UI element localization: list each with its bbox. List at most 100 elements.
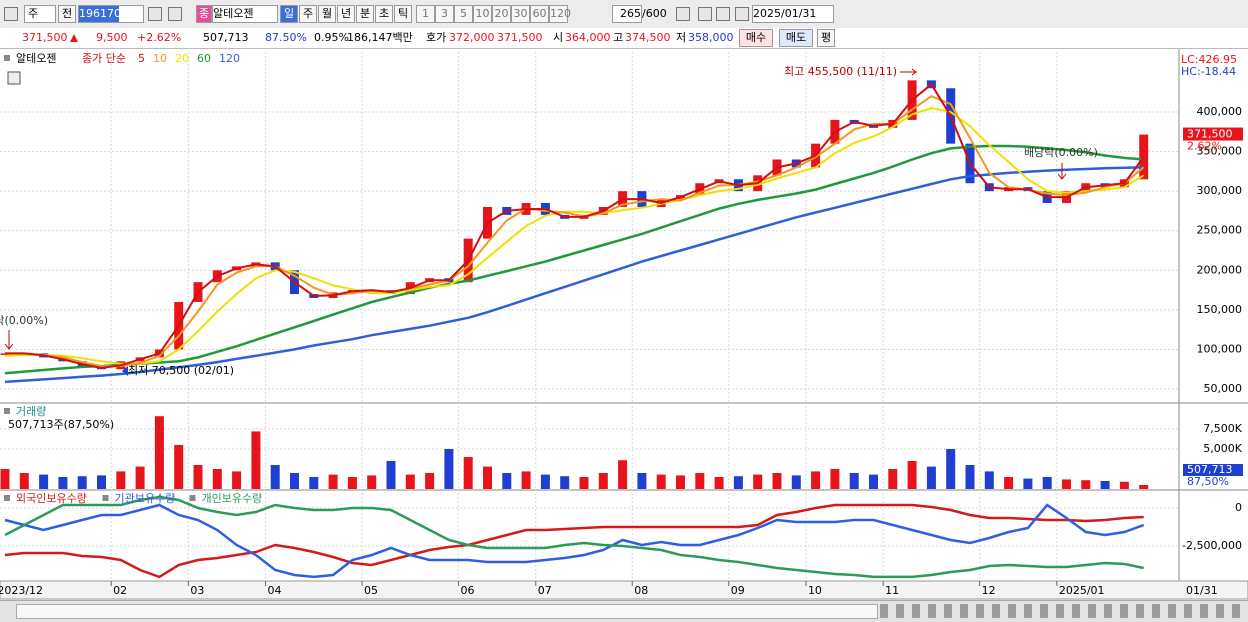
high-annotation: 최고 455,500 (11/11) bbox=[784, 65, 897, 78]
quote-volume: 507,713 bbox=[203, 31, 249, 44]
volume-bar bbox=[174, 445, 184, 489]
interval-button[interactable]: 10 bbox=[473, 5, 492, 23]
scroll-thumb[interactable] bbox=[16, 604, 878, 619]
sound-icon[interactable] bbox=[168, 7, 182, 21]
volume-bar bbox=[135, 466, 145, 489]
legend-stock-name: 알테오젠 bbox=[16, 51, 56, 65]
chart-icon[interactable] bbox=[676, 7, 690, 21]
period-button[interactable]: 일 bbox=[280, 5, 298, 23]
badge: 종 bbox=[196, 5, 212, 23]
hc-label: HC:-18.44 bbox=[1181, 65, 1236, 78]
y-tick-label: 100,000 bbox=[1197, 342, 1243, 355]
code-input[interactable]: 196170 bbox=[78, 5, 144, 23]
stock-name[interactable]: 알테오젠 bbox=[212, 5, 278, 23]
volume-bar bbox=[444, 449, 454, 489]
volume-bar bbox=[733, 476, 743, 489]
x-tick-label: 12 bbox=[982, 584, 996, 597]
interval-button[interactable]: 120 bbox=[549, 5, 571, 23]
volume-bar bbox=[463, 457, 473, 489]
period-button[interactable]: 주 bbox=[299, 5, 317, 23]
moving-average-line bbox=[5, 82, 1145, 370]
volume-bar bbox=[579, 477, 589, 489]
period-button[interactable]: 초 bbox=[375, 5, 393, 23]
interval-button[interactable]: 1 bbox=[416, 5, 435, 23]
low-arrow bbox=[122, 366, 128, 376]
period-select[interactable]: 주 bbox=[24, 5, 56, 23]
period-button[interactable]: 년 bbox=[337, 5, 355, 23]
volume-bar bbox=[1062, 479, 1071, 489]
period-button[interactable]: 틱 bbox=[394, 5, 412, 23]
last-price-box bbox=[1183, 127, 1243, 141]
volume-bar bbox=[1042, 477, 1052, 489]
interval-button[interactable]: 5 bbox=[454, 5, 473, 23]
volume-bar bbox=[869, 474, 878, 489]
legend-entry: 120 bbox=[219, 52, 240, 65]
interval-button[interactable]: 20 bbox=[492, 5, 511, 23]
period-button[interactable]: 월 bbox=[318, 5, 336, 23]
y-tick-label: 200,000 bbox=[1197, 263, 1243, 276]
volume-bar bbox=[212, 469, 222, 489]
count-input[interactable]: 265 bbox=[612, 5, 642, 23]
x-tick-label: 06 bbox=[461, 584, 475, 597]
legend-icon bbox=[4, 408, 10, 414]
volume-bar bbox=[347, 477, 357, 489]
quote-volume-ratio: 87.50% bbox=[265, 31, 307, 44]
legend-entry: 기관보유수량 bbox=[115, 492, 176, 505]
interval-button[interactable]: 3 bbox=[435, 5, 454, 23]
up-arrow-layer bbox=[70, 34, 78, 42]
avg-button[interactable]: 평 bbox=[817, 29, 835, 47]
save-icon[interactable] bbox=[716, 7, 730, 21]
menu-icon[interactable] bbox=[4, 7, 18, 21]
volume-bar bbox=[77, 476, 87, 489]
volume-bar bbox=[39, 474, 49, 489]
legend-entry: 10 bbox=[153, 52, 167, 65]
volume-bar bbox=[926, 466, 936, 489]
y-tick-label: 7,500K bbox=[1203, 422, 1242, 435]
volume-bar bbox=[0, 469, 10, 489]
search-icon[interactable] bbox=[148, 7, 162, 21]
volume-bar bbox=[791, 475, 801, 489]
volume-bar bbox=[540, 474, 550, 489]
quote-bid: 371,500 bbox=[497, 31, 543, 44]
volume-bar bbox=[830, 469, 840, 489]
volume-bar bbox=[425, 473, 435, 489]
volume-bar bbox=[714, 477, 724, 489]
period-button[interactable]: 분 bbox=[356, 5, 374, 23]
date-input[interactable]: 2025/01/31 bbox=[752, 5, 834, 23]
legend-icon bbox=[4, 55, 10, 61]
volume-bar bbox=[1081, 480, 1091, 489]
settings-icon[interactable] bbox=[735, 7, 749, 21]
y-tick-label: 400,000 bbox=[1197, 105, 1243, 118]
volume-bar bbox=[270, 465, 280, 489]
moving-average-line bbox=[4, 144, 1144, 375]
volume-bar bbox=[193, 465, 203, 489]
sell-button[interactable]: 매도 bbox=[779, 29, 813, 47]
buy-button[interactable]: 매수 bbox=[739, 29, 773, 47]
volume-bar bbox=[483, 466, 492, 489]
scrollbar[interactable] bbox=[0, 600, 1248, 622]
legend-icon bbox=[102, 495, 109, 501]
x-tick-label: 05 bbox=[364, 584, 378, 597]
scroll-controls[interactable] bbox=[880, 604, 1244, 618]
volume-bar bbox=[1139, 484, 1149, 489]
quote-bar: 371,500 9,500 +2.62% 507,713 87.50% 0.95% 186,… bbox=[0, 28, 1248, 49]
panel-icon bbox=[7, 71, 21, 85]
ex-dividend-annotation-left: 배당락(0.00%) bbox=[0, 314, 48, 327]
volume-bar bbox=[946, 449, 956, 489]
interval-button[interactable]: 30 bbox=[511, 5, 530, 23]
x-tick-label: 2023/12 bbox=[0, 584, 43, 597]
last-volume-box bbox=[1183, 464, 1243, 476]
volume-bar bbox=[290, 473, 299, 489]
interval-button[interactable]: 60 bbox=[530, 5, 549, 23]
volume-bar bbox=[521, 471, 531, 489]
volume-bar bbox=[598, 473, 608, 489]
holding-line bbox=[4, 495, 1144, 579]
prev-button[interactable]: 전 bbox=[58, 5, 76, 23]
x-end-label: 01/31 bbox=[1186, 584, 1218, 597]
volume-bar bbox=[753, 474, 763, 489]
legend-entry: 5 bbox=[138, 52, 145, 65]
x-tick-label: 02 bbox=[113, 584, 127, 597]
candle bbox=[1139, 134, 1149, 180]
y-tick-label: 0 bbox=[1235, 501, 1242, 514]
tool-icon[interactable] bbox=[698, 7, 712, 21]
